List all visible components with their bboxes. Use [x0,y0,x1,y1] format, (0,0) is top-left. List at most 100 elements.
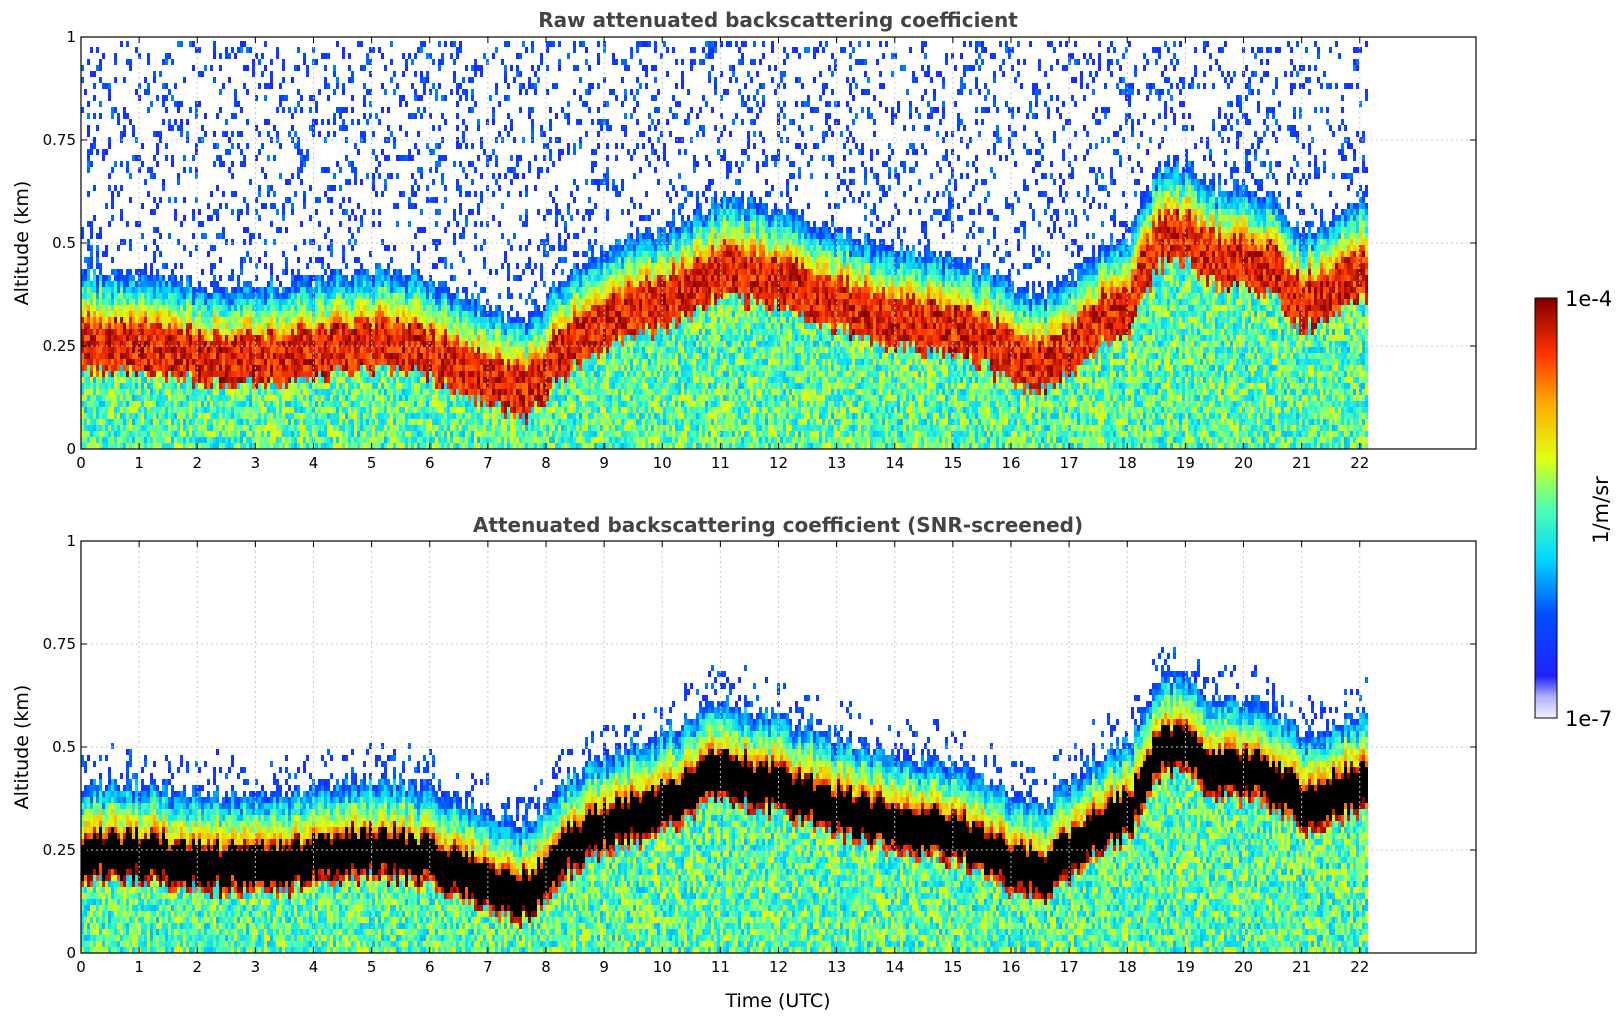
heatmap-cell [156,401,159,407]
heatmap-cell [171,425,174,431]
heatmap-cell [417,347,420,353]
heatmap-cell [93,299,96,305]
heatmap-cell [357,389,360,395]
heatmap-cell [108,221,111,227]
heatmap-cell [159,323,162,329]
heatmap-cell [453,431,456,437]
heatmap-cell [273,365,276,371]
heatmap-cell [414,287,417,293]
heatmap-cell [234,113,237,119]
heatmap-cell [384,443,387,449]
heatmap-cell [393,329,396,335]
heatmap-cell [342,341,345,347]
heatmap-cell [483,425,486,431]
heatmap-cell [294,299,297,305]
heatmap-cell [423,377,426,383]
heatmap-cell [189,419,192,425]
heatmap-cell [150,359,153,365]
heatmap-cell [129,197,132,203]
heatmap-cell [429,317,432,323]
heatmap-cell [375,425,378,431]
heatmap-cell [399,413,402,419]
heatmap-cell [354,341,357,347]
heatmap-cell [408,353,411,359]
heatmap-cell [366,299,369,305]
heatmap-cell [141,353,144,359]
heatmap-cell [438,323,441,329]
heatmap-cell [321,425,324,431]
heatmap-cell [216,185,219,191]
heatmap-cell [474,365,477,371]
heatmap-cell [474,341,477,347]
heatmap-cell [162,431,165,437]
heatmap-cell [414,281,417,287]
heatmap-cell [258,215,261,221]
heatmap-cell [375,389,378,395]
heatmap-cell [315,329,318,335]
heatmap-cell [135,431,138,437]
heatmap-cell [282,209,285,215]
heatmap-cell [444,443,447,449]
heatmap-cell [234,359,237,365]
heatmap-cell [276,389,279,395]
heatmap-cell [339,347,342,353]
heatmap-cell [156,287,159,293]
heatmap-cell [114,413,117,419]
heatmap-cell [402,395,405,401]
heatmap-cell [330,317,333,323]
heatmap-cell [492,329,495,335]
heatmap-cell [240,149,243,155]
heatmap-cell [279,377,282,383]
heatmap-cell [309,413,312,419]
heatmap-cell [171,311,174,317]
heatmap-cell [363,401,366,407]
heatmap-cell [477,413,480,419]
heatmap-cell [318,443,321,449]
heatmap-cell [225,437,228,443]
heatmap-cell [321,437,324,443]
heatmap-cell [405,299,408,305]
heatmap-cell [165,443,168,449]
heatmap-cell [270,335,273,341]
heatmap-cell [255,197,258,203]
heatmap-cell [264,383,267,389]
heatmap-cell [216,419,219,425]
heatmap-cell [420,281,423,287]
heatmap-cell [468,335,471,341]
heatmap-cell [126,389,129,395]
heatmap-cell [408,437,411,443]
heatmap-cell [324,419,327,425]
heatmap-cell [465,353,468,359]
heatmap-cell [282,59,285,65]
heatmap-cell [81,371,84,377]
heatmap-cell [387,341,390,347]
heatmap-cell [90,287,93,293]
heatmap-cell [276,407,279,413]
heatmap-cell [366,281,369,287]
heatmap-cell [204,65,207,71]
heatmap-cell [186,437,189,443]
heatmap-cell [87,329,90,335]
heatmap-cell [276,53,279,59]
heatmap-cell [435,341,438,347]
heatmap-cell [426,185,429,191]
heatmap-cell [255,263,258,269]
heatmap-cell [162,371,165,377]
heatmap-cell [246,203,249,209]
heatmap-cell [195,407,198,413]
heatmap-cell [189,353,192,359]
heatmap-cell [426,443,429,449]
heatmap-cell [504,443,507,449]
heatmap-cell [195,413,198,419]
heatmap-cell [117,191,120,197]
heatmap-cell [435,209,438,215]
heatmap-cell [219,395,222,401]
heatmap-cell [174,431,177,437]
heatmap-cell [102,425,105,431]
heatmap-cell [477,431,480,437]
heatmap-cell [201,413,204,419]
heatmap-cell [234,371,237,377]
heatmap-cell [87,419,90,425]
heatmap-cell [402,305,405,311]
heatmap-cell [144,347,147,353]
